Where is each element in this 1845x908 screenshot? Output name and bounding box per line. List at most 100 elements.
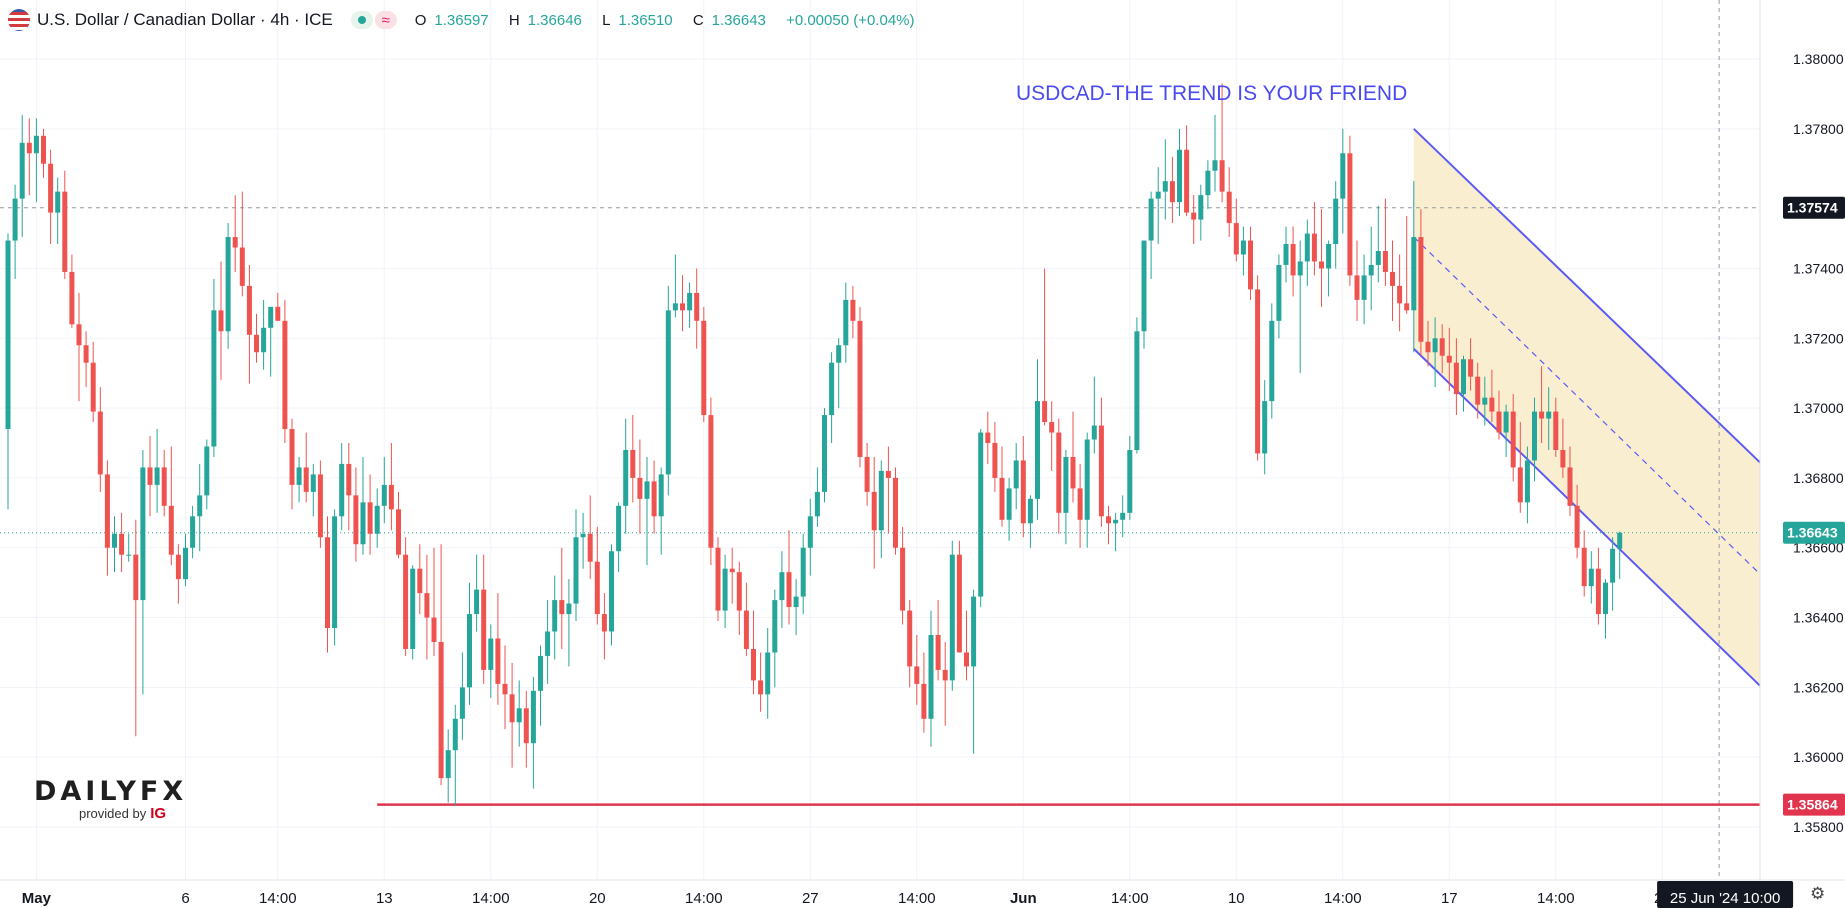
candle-body [1553, 411, 1559, 450]
ig-logo: IG [150, 805, 167, 822]
candle [701, 306, 707, 423]
candle [1134, 317, 1140, 454]
candle [552, 575, 558, 660]
candle [658, 467, 664, 555]
candle-body [353, 495, 359, 545]
candle [1162, 139, 1168, 220]
candle-body [1240, 240, 1246, 255]
candle [1127, 436, 1133, 520]
candle-body [552, 600, 558, 632]
time-tick-label: 14:00 [259, 890, 297, 907]
channel-lower-line [1413, 348, 1770, 696]
candle [154, 429, 160, 513]
candle-body [1134, 331, 1140, 450]
candle [90, 341, 96, 423]
market-open-icon[interactable] [350, 11, 373, 29]
candle [644, 456, 650, 566]
candle-body [878, 470, 884, 531]
candle-body [1248, 240, 1253, 290]
candle-body [1276, 264, 1282, 321]
candle-body [822, 415, 827, 492]
candle [1035, 359, 1040, 520]
wave-icon[interactable]: ≈ [374, 11, 397, 29]
candle-body [914, 666, 920, 684]
candle [488, 624, 494, 698]
candle-body [76, 324, 82, 346]
candle-body [893, 477, 898, 548]
candle-body [488, 638, 494, 670]
candle [175, 544, 181, 604]
candle-body [701, 320, 707, 416]
candle [1588, 551, 1594, 604]
candle [736, 561, 742, 635]
candle [104, 460, 110, 576]
candle-body [1354, 275, 1360, 300]
candle-body [1255, 289, 1261, 454]
candle [1283, 226, 1289, 283]
candle [587, 495, 593, 580]
candle-body [97, 411, 103, 475]
candle-body [1524, 460, 1530, 503]
candle-body [346, 463, 352, 496]
candle [914, 635, 920, 705]
candle-body [850, 299, 856, 321]
crosshair-price-tag: 1.37574 [1787, 200, 1838, 216]
candle [1333, 181, 1339, 269]
candle-body [296, 467, 302, 485]
candle [69, 254, 75, 328]
candle [672, 254, 678, 318]
candle [246, 264, 252, 384]
candle-body [885, 470, 891, 478]
candle-body [211, 310, 217, 447]
candle-body [431, 617, 437, 642]
candle [261, 299, 267, 370]
candle [971, 589, 977, 754]
candle-body [55, 191, 61, 213]
candle-body [183, 547, 188, 580]
time-tick-label: 14:00 [898, 890, 936, 907]
candle-body [630, 449, 636, 478]
candle [1503, 404, 1509, 457]
candle [949, 540, 955, 691]
candle-body [971, 596, 977, 667]
candle-body [374, 505, 380, 534]
candle [1155, 167, 1161, 245]
dailyfx-logo: DAILYFX provided by IG [34, 776, 187, 822]
candle-body [289, 429, 295, 485]
candle [19, 114, 25, 238]
candle [1546, 387, 1552, 450]
crosshair-price-tag-bg [1783, 196, 1845, 219]
candle [928, 610, 934, 747]
candle [147, 436, 153, 517]
candle-body [1063, 456, 1069, 513]
candle-body [779, 572, 785, 601]
candle-body [1212, 160, 1218, 171]
candle-body [1120, 512, 1126, 520]
candle-body [1610, 548, 1616, 583]
time-tick-label: 14:00 [472, 890, 510, 907]
candle [758, 652, 764, 712]
symbol-title[interactable]: U.S. Dollar / Canadian Dollar · 4h · ICE [37, 10, 333, 29]
candle-body [1567, 467, 1573, 506]
candle-body [360, 502, 366, 545]
candle [822, 408, 827, 503]
candle-body [154, 467, 160, 485]
candle [26, 118, 32, 196]
candle [381, 456, 387, 524]
candle [1517, 422, 1523, 513]
settings-gear-icon[interactable]: ⚙ [1810, 884, 1826, 903]
candle [1233, 198, 1239, 262]
candle-body [133, 554, 139, 601]
candle-body [1269, 320, 1275, 402]
candle-body [1219, 160, 1225, 192]
candle-body [1013, 460, 1019, 489]
candle-body [843, 299, 849, 346]
candle-body [204, 446, 210, 496]
candle-body [523, 708, 529, 744]
candle [1432, 317, 1438, 388]
candle-body [1532, 411, 1537, 461]
candle [282, 299, 288, 443]
candle-body [1603, 582, 1608, 615]
candle [1113, 512, 1119, 552]
